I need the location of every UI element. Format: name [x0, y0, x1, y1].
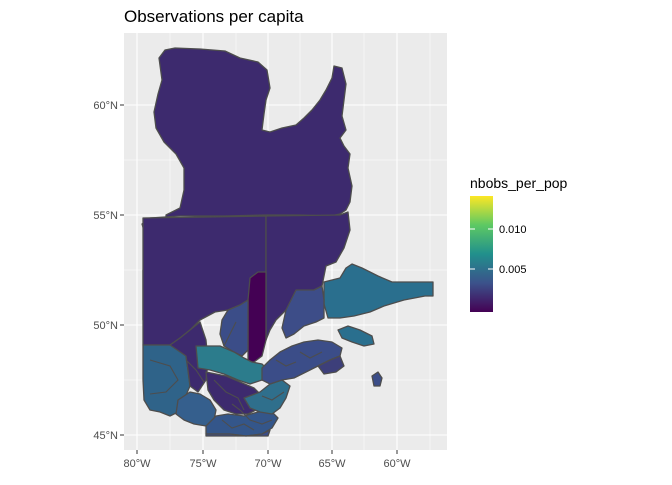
region-southern-border: [205, 429, 271, 437]
region-magdalen-islands: [371, 371, 383, 387]
region-anticosti: [337, 325, 375, 347]
x-tick-label: 65°W: [318, 458, 346, 470]
y-tick-label: 50°N: [93, 320, 118, 332]
region-estrie: [243, 379, 291, 415]
region-dark-strip: [247, 271, 267, 363]
x-tick-label: 60°W: [383, 458, 411, 470]
region-sept-iles: [281, 285, 325, 339]
map-regions: [141, 47, 434, 437]
y-tick-label: 60°N: [93, 100, 118, 112]
legend-label: 0.010: [499, 224, 527, 236]
region-cote-nord-east: [323, 263, 434, 319]
y-axis: 60°N 55°N 50°N 45°N: [93, 100, 124, 442]
x-axis: 80°W 75°W 70°W 65°W 60°W: [123, 450, 411, 470]
y-tick-label: 55°N: [93, 210, 118, 222]
x-tick-label: 75°W: [189, 458, 217, 470]
legend: nbobs_per_pop 0.010 0.005: [470, 175, 568, 312]
region-gaspesie: [317, 355, 345, 375]
x-tick-label: 70°W: [254, 458, 282, 470]
map-title: Observations per capita: [124, 7, 304, 26]
region-nord-du-quebec-north: [141, 47, 353, 321]
x-tick-label: 80°W: [123, 458, 151, 470]
legend-title: nbobs_per_pop: [470, 175, 568, 191]
legend-colorbar: [470, 196, 493, 312]
legend-label: 0.005: [499, 264, 527, 276]
region-boundaries: [149, 321, 323, 431]
y-tick-label: 45°N: [93, 430, 118, 442]
